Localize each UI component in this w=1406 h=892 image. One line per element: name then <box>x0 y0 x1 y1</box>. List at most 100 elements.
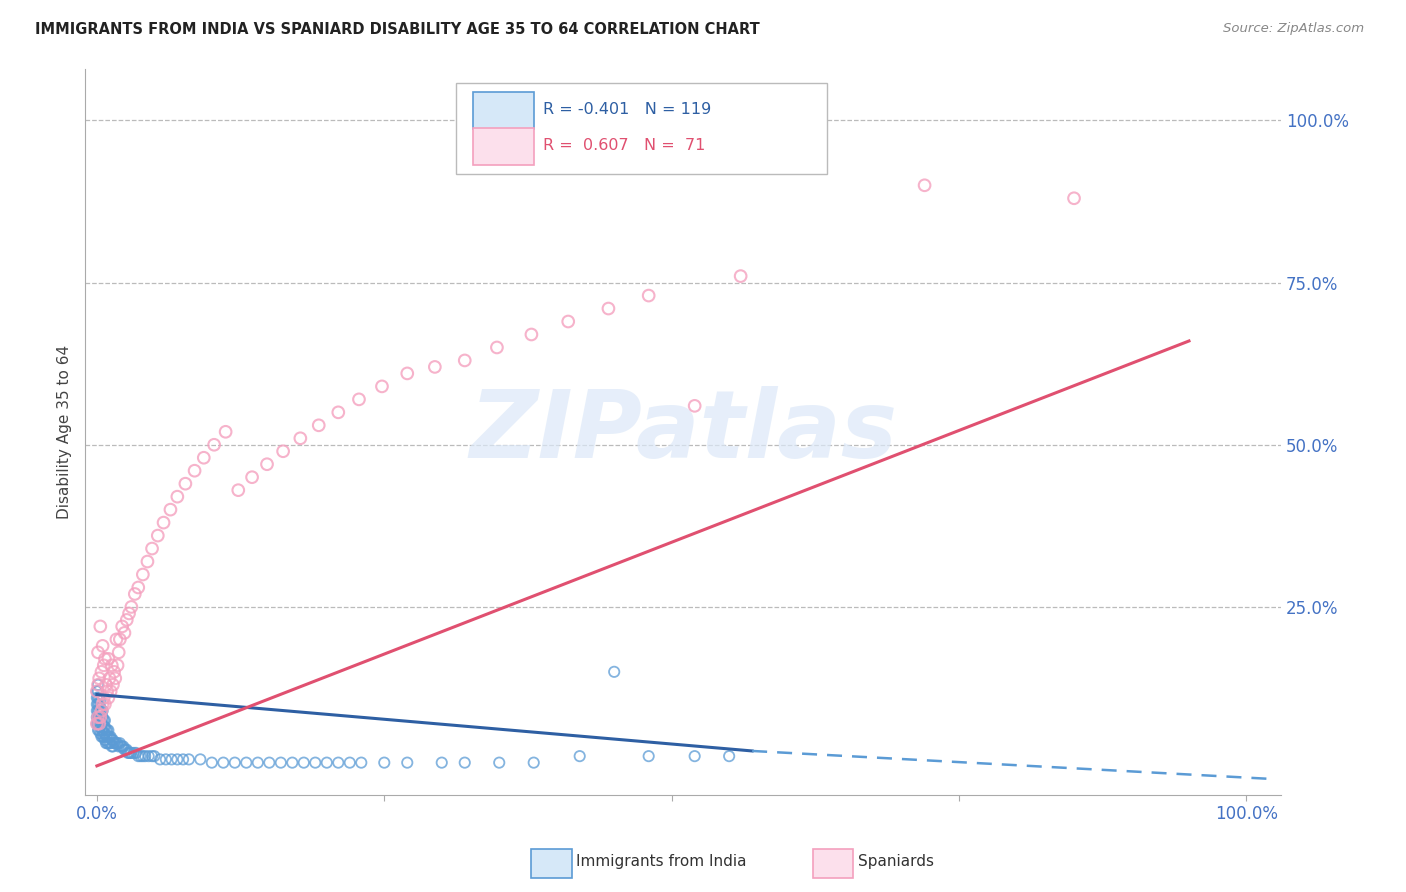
Y-axis label: Disability Age 35 to 64: Disability Age 35 to 64 <box>58 344 72 519</box>
Point <box>100 736 122 750</box>
Point <box>485 341 508 355</box>
Point <box>89 694 111 708</box>
Text: Immigrants from India: Immigrants from India <box>576 854 747 869</box>
Point <box>430 756 453 770</box>
Point <box>89 706 111 721</box>
Point <box>214 425 236 439</box>
Text: IMMIGRANTS FROM INDIA VS SPANIARD DISABILITY AGE 35 TO 64 CORRELATION CHART: IMMIGRANTS FROM INDIA VS SPANIARD DISABI… <box>35 22 759 37</box>
Point <box>328 756 350 770</box>
Point <box>159 502 181 516</box>
Point <box>89 714 111 728</box>
Point <box>193 450 215 465</box>
Point <box>568 749 591 764</box>
Point <box>87 698 110 712</box>
Point <box>152 516 174 530</box>
Point <box>598 301 620 316</box>
Point <box>108 736 131 750</box>
Point <box>603 665 626 679</box>
Point <box>141 749 163 764</box>
Point <box>87 645 110 659</box>
Point <box>89 700 111 714</box>
Point <box>96 723 118 738</box>
FancyBboxPatch shape <box>472 128 534 165</box>
Point <box>89 710 111 724</box>
Point <box>93 730 115 744</box>
Point <box>118 607 141 621</box>
Point <box>454 756 477 770</box>
Point <box>94 730 117 744</box>
FancyBboxPatch shape <box>456 83 827 174</box>
Point <box>141 541 163 556</box>
Point <box>100 730 122 744</box>
Point <box>90 716 112 731</box>
Point <box>101 733 124 747</box>
Point <box>86 684 108 698</box>
Point <box>97 730 120 744</box>
Point <box>97 690 120 705</box>
Point <box>96 736 118 750</box>
Point <box>224 756 246 770</box>
Point <box>117 746 139 760</box>
Point <box>328 405 350 419</box>
Point <box>308 418 330 433</box>
Point <box>96 730 118 744</box>
Point <box>100 684 122 698</box>
Point <box>87 678 110 692</box>
Point <box>146 528 169 542</box>
Point <box>86 716 108 731</box>
Point <box>87 710 110 724</box>
Point <box>107 736 129 750</box>
Point <box>454 353 477 368</box>
FancyBboxPatch shape <box>472 92 534 128</box>
Point <box>114 626 136 640</box>
Point <box>87 678 110 692</box>
Point <box>347 392 370 407</box>
Point <box>107 658 129 673</box>
Point <box>90 665 112 679</box>
Point <box>93 690 115 705</box>
Point <box>396 367 419 381</box>
Point <box>212 756 235 770</box>
Point <box>87 716 110 731</box>
Point <box>683 399 706 413</box>
Point <box>914 178 936 193</box>
Point <box>174 476 197 491</box>
Point <box>183 464 205 478</box>
Point <box>89 716 111 731</box>
Point <box>118 746 141 760</box>
Point <box>371 379 394 393</box>
Point <box>557 314 579 328</box>
Point <box>87 704 110 718</box>
Point <box>256 457 278 471</box>
Point <box>98 671 121 685</box>
Point <box>202 438 225 452</box>
Point <box>87 684 110 698</box>
Point <box>86 710 108 724</box>
Point <box>87 710 110 724</box>
Point <box>132 749 155 764</box>
Point <box>101 658 124 673</box>
Point <box>91 704 114 718</box>
Point <box>97 652 120 666</box>
Point <box>177 752 200 766</box>
Point <box>101 678 124 692</box>
Point <box>97 723 120 738</box>
Point <box>89 726 111 740</box>
Point <box>111 739 134 754</box>
Point <box>292 756 315 770</box>
Point <box>114 742 136 756</box>
Point <box>94 720 117 734</box>
Point <box>423 359 446 374</box>
Point <box>86 684 108 698</box>
Point <box>111 619 134 633</box>
Point <box>138 749 160 764</box>
Point <box>94 733 117 747</box>
Point <box>172 752 194 766</box>
Point <box>246 756 269 770</box>
Text: R =  0.607   N =  71: R = 0.607 N = 71 <box>543 138 706 153</box>
Point <box>271 444 294 458</box>
Point <box>90 704 112 718</box>
Point <box>105 736 128 750</box>
Point <box>259 756 281 770</box>
Point <box>120 746 142 760</box>
